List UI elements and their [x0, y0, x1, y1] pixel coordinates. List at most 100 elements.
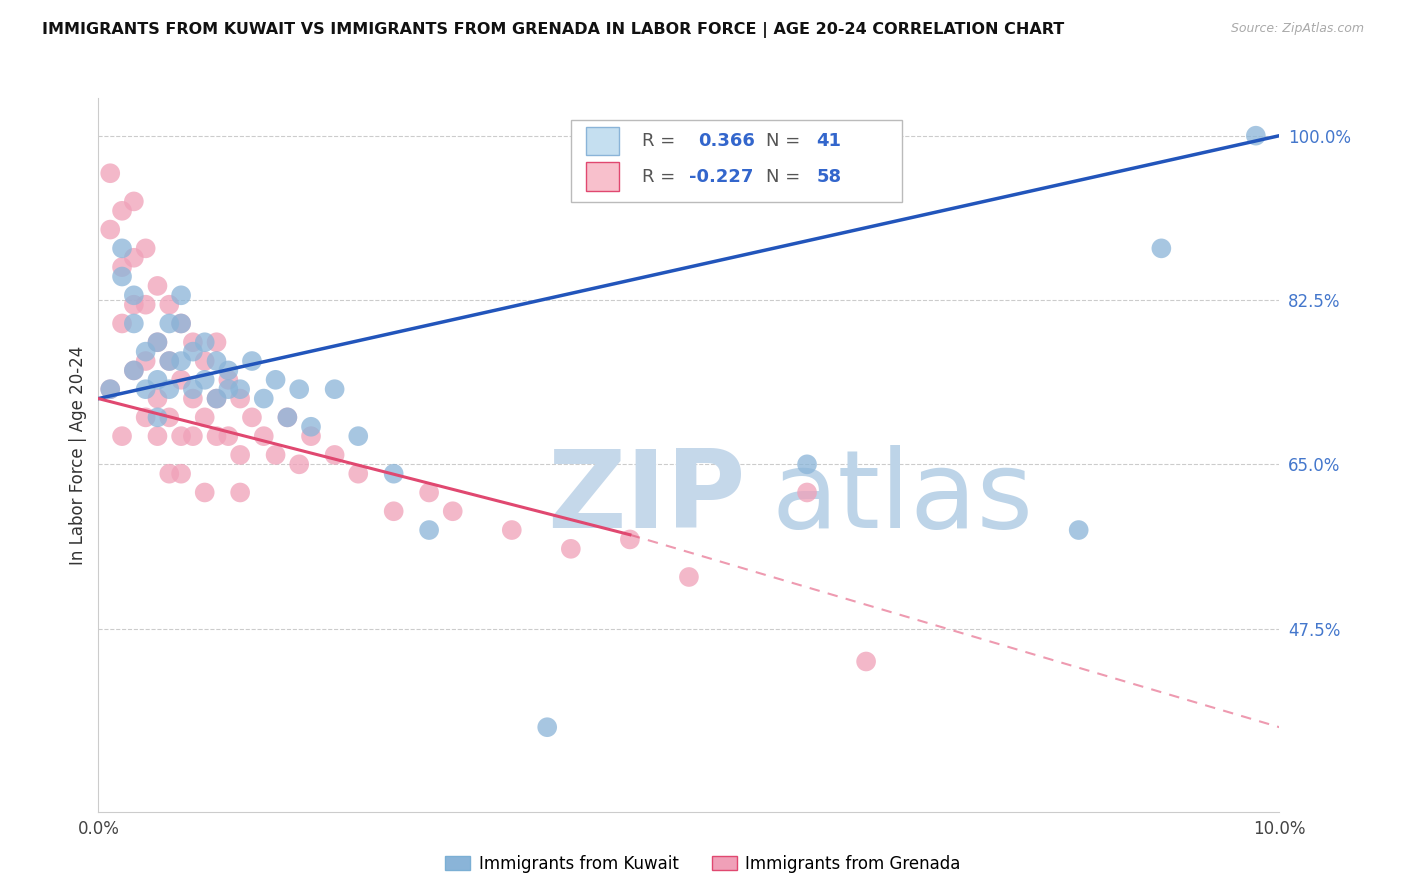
Point — [240, 410, 263, 425]
Point — [796, 485, 818, 500]
Point — [170, 288, 193, 302]
Text: N =: N = — [766, 168, 806, 186]
Point — [536, 720, 558, 734]
Point — [1244, 128, 1267, 143]
Point — [157, 317, 180, 331]
Point — [111, 241, 134, 255]
Point — [194, 335, 217, 350]
Point — [157, 382, 180, 396]
Point — [157, 410, 180, 425]
Point — [135, 382, 157, 396]
Point — [205, 335, 228, 350]
Point — [170, 429, 193, 443]
Point — [135, 298, 157, 312]
Point — [98, 382, 121, 396]
Point — [205, 392, 228, 406]
Point — [181, 382, 204, 396]
Text: IMMIGRANTS FROM KUWAIT VS IMMIGRANTS FROM GRENADA IN LABOR FORCE | AGE 20-24 COR: IMMIGRANTS FROM KUWAIT VS IMMIGRANTS FRO… — [42, 22, 1064, 38]
Point — [382, 467, 405, 481]
Point — [157, 354, 180, 368]
Point — [382, 504, 405, 518]
Point — [194, 354, 217, 368]
Point — [111, 429, 134, 443]
Point — [146, 410, 169, 425]
Point — [157, 298, 180, 312]
FancyBboxPatch shape — [586, 127, 619, 155]
Point — [98, 382, 121, 396]
Point — [441, 504, 464, 518]
Point — [264, 448, 287, 462]
Legend: Immigrants from Kuwait, Immigrants from Grenada: Immigrants from Kuwait, Immigrants from … — [439, 848, 967, 880]
Text: N =: N = — [766, 132, 806, 150]
Point — [299, 419, 322, 434]
Point — [146, 392, 169, 406]
Point — [181, 344, 204, 359]
Point — [229, 392, 252, 406]
Point — [146, 279, 169, 293]
Point — [678, 570, 700, 584]
Point — [288, 382, 311, 396]
Point — [181, 429, 204, 443]
Point — [229, 485, 252, 500]
Text: atlas: atlas — [772, 445, 1033, 550]
Point — [170, 373, 193, 387]
Y-axis label: In Labor Force | Age 20-24: In Labor Force | Age 20-24 — [69, 345, 87, 565]
Text: -0.227: -0.227 — [689, 168, 754, 186]
Point — [170, 317, 193, 331]
Point — [122, 251, 145, 265]
Point — [299, 429, 322, 443]
Point — [111, 269, 134, 284]
Point — [1067, 523, 1090, 537]
Point — [217, 429, 239, 443]
Point — [157, 354, 180, 368]
Point — [146, 335, 169, 350]
Point — [98, 222, 121, 236]
Point — [323, 448, 346, 462]
Point — [111, 260, 134, 274]
Point — [111, 203, 134, 218]
FancyBboxPatch shape — [586, 162, 619, 191]
Point — [501, 523, 523, 537]
Text: 41: 41 — [817, 132, 842, 150]
Point — [560, 541, 582, 556]
Point — [276, 410, 298, 425]
Point — [181, 335, 204, 350]
Point — [347, 429, 370, 443]
Point — [264, 373, 287, 387]
Point — [194, 373, 217, 387]
Point — [288, 458, 311, 472]
Point — [135, 241, 157, 255]
Point — [205, 354, 228, 368]
Point — [98, 166, 121, 180]
Point — [1150, 241, 1173, 255]
Point — [229, 382, 252, 396]
Point — [122, 194, 145, 209]
Point — [855, 655, 877, 669]
Point — [323, 382, 346, 396]
Point — [418, 523, 440, 537]
Point — [170, 317, 193, 331]
Point — [194, 410, 217, 425]
Point — [253, 392, 276, 406]
Point — [122, 298, 145, 312]
Point — [157, 467, 180, 481]
Point — [253, 429, 276, 443]
Point — [418, 485, 440, 500]
Point — [135, 354, 157, 368]
Point — [619, 533, 641, 547]
Point — [240, 354, 263, 368]
Point — [122, 317, 145, 331]
Point — [122, 363, 145, 377]
Point — [122, 288, 145, 302]
Point — [135, 410, 157, 425]
Point — [205, 392, 228, 406]
Point — [170, 354, 193, 368]
Text: 58: 58 — [817, 168, 842, 186]
Point — [796, 458, 818, 472]
Text: 0.366: 0.366 — [699, 132, 755, 150]
Point — [181, 392, 204, 406]
Point — [347, 467, 370, 481]
FancyBboxPatch shape — [571, 120, 901, 202]
Point — [135, 344, 157, 359]
Point — [194, 485, 217, 500]
